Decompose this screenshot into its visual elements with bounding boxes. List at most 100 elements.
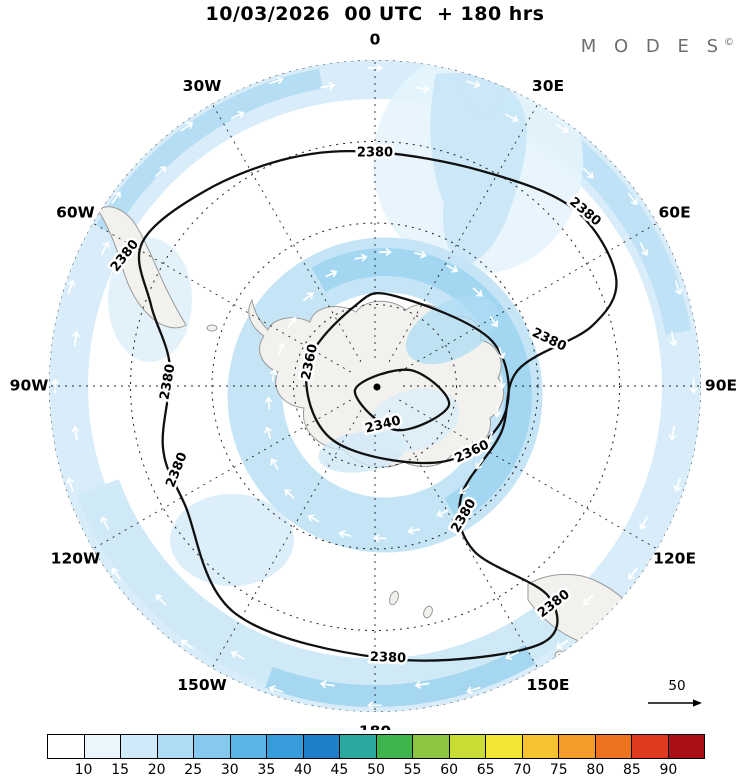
wind-arrow (414, 681, 430, 689)
colorbar-segment (376, 735, 413, 758)
colorbar-tick: 65 (476, 762, 495, 778)
wind-arrow (459, 485, 470, 495)
contour-label: 2380 (357, 146, 393, 161)
wind-arrow (268, 76, 284, 85)
wind-arrow (489, 316, 498, 328)
wind-arrow (674, 280, 683, 296)
colorbar-segment (340, 735, 377, 758)
graticule (49, 60, 701, 712)
wind-vector-arrows (51, 64, 698, 710)
wind-arrow (71, 425, 80, 441)
wind-arrow (472, 287, 483, 297)
colorbar-tick: 35 (257, 762, 276, 778)
wind-arrow (466, 686, 481, 695)
reference-vector: 50 (648, 678, 702, 707)
contour-2380 (137, 149, 618, 662)
wind-arrow (668, 425, 677, 442)
colorbar-segment (121, 735, 158, 758)
wind-arrow (67, 279, 76, 295)
wind-arrow (689, 378, 698, 394)
shading-patch (170, 494, 294, 586)
colorbar-tick: 80 (586, 762, 605, 778)
contour-2360 (305, 291, 510, 465)
wind-arrow (303, 292, 314, 302)
wind-arrow (414, 85, 430, 93)
colorbar-tick: 20 (147, 762, 166, 778)
reference-vector-arrowhead (693, 699, 702, 707)
colorbar-tick: 15 (111, 762, 130, 778)
wind-arrow (230, 650, 245, 660)
colorbar-tick: 60 (440, 762, 459, 778)
colorbar-segment (230, 735, 267, 758)
wind-arrow (155, 166, 167, 178)
colorbar-tick: 30 (220, 762, 239, 778)
colorbar-segment (194, 735, 231, 758)
longitude-label-30E: 30E (532, 77, 564, 95)
meridian-line (211, 410, 362, 669)
wind-arrow (367, 701, 383, 710)
wind-arrow (466, 80, 481, 88)
colorbar-tick: 45 (330, 762, 349, 778)
wind-arrow (264, 426, 272, 439)
wind-arrow (505, 651, 519, 660)
wind-arrow (556, 639, 569, 649)
wind-arrow (497, 376, 506, 390)
longitude-label-90W: 90W (10, 377, 49, 395)
wind-arrow (325, 269, 338, 278)
wind-arrow (373, 534, 387, 543)
wind-arrow (582, 167, 594, 179)
wind-arrow (268, 685, 284, 693)
shading-over-land (318, 295, 499, 473)
wind-arrow (628, 567, 638, 580)
colorbar-segment (84, 735, 121, 758)
meridian-line (92, 399, 351, 550)
wind-arrow (307, 514, 320, 523)
wind-arrow (51, 378, 59, 394)
colorbar-segment (632, 735, 669, 758)
wind-arrow (493, 404, 502, 418)
wind-arrow (436, 509, 449, 518)
longitude-label-180: 180 (359, 723, 392, 731)
meridian-line (388, 410, 539, 669)
wind-arrow (639, 516, 648, 531)
wind-arrow (413, 250, 427, 259)
wind-arrow (264, 396, 273, 410)
longitude-label-30W: 30W (183, 77, 222, 95)
wind-arrow (284, 489, 295, 499)
wind-arrow (319, 680, 335, 689)
meridian-line (92, 222, 351, 373)
longitude-label-90E: 90E (705, 377, 737, 395)
wind-arrow (101, 241, 110, 256)
colorbar-segment (157, 735, 194, 758)
wind-arrow (407, 526, 421, 535)
island (554, 650, 566, 660)
colorbar-cells (47, 734, 705, 759)
colorbar-tick: 55 (403, 762, 422, 778)
wind-arrow (354, 253, 368, 262)
wind-arrow (505, 113, 519, 123)
longitude-label-60W: 60W (56, 204, 95, 222)
island (423, 605, 433, 619)
longitude-label-150W: 150W (177, 676, 226, 694)
latitude-circle (293, 304, 457, 468)
wind-arrow (497, 346, 506, 360)
wind-arrow (269, 368, 278, 382)
wind-arrow (72, 330, 80, 346)
wind-arrow (446, 264, 459, 273)
reference-vector-label: 50 (668, 678, 685, 694)
wind-arrow (475, 458, 484, 470)
colorbar-segment (559, 735, 596, 758)
colorbar-tick: 10 (74, 762, 93, 778)
wind-arrow (378, 248, 392, 256)
colorbar-segment (267, 735, 304, 758)
colorbar-segment (449, 735, 486, 758)
colorbar-segment (303, 735, 340, 758)
meridian-line (399, 399, 658, 550)
meridian-line (399, 222, 658, 373)
modes-logo-text: M O D E S (580, 36, 724, 57)
wind-arrow (278, 342, 286, 355)
modes-logo-mark: © (724, 37, 734, 48)
meridian-line (388, 103, 539, 362)
geopotential-height-contours (137, 149, 618, 662)
wind-arrow (582, 594, 594, 606)
